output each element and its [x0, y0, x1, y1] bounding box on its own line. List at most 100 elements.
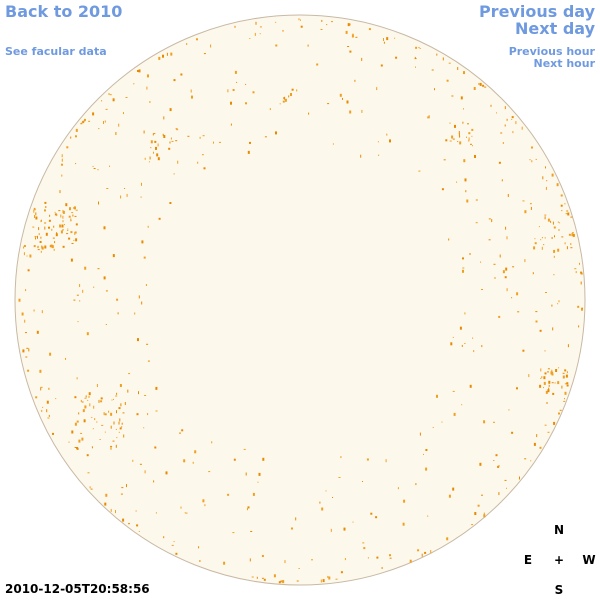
facula	[507, 194, 509, 197]
facula	[223, 561, 226, 565]
facula	[515, 121, 517, 125]
facula	[566, 382, 569, 385]
facula	[83, 120, 86, 122]
facula	[128, 523, 130, 525]
facula	[344, 558, 346, 561]
facula	[76, 447, 79, 450]
facula	[98, 128, 100, 130]
facula	[49, 245, 51, 248]
facula	[548, 380, 551, 384]
facula	[496, 112, 497, 114]
facula	[74, 215, 77, 217]
facula	[70, 218, 72, 222]
facula	[445, 139, 448, 142]
facula	[245, 102, 247, 105]
facula	[119, 427, 122, 430]
back-link[interactable]: Back to 2010	[5, 2, 123, 21]
facula	[481, 289, 483, 290]
facula	[502, 142, 504, 144]
facula	[115, 444, 117, 448]
facula	[475, 199, 478, 201]
facula	[553, 255, 555, 258]
facula	[61, 158, 63, 162]
facula	[234, 25, 236, 28]
facula	[84, 405, 87, 409]
facula	[558, 229, 560, 231]
facula	[516, 292, 519, 296]
facula	[144, 395, 147, 396]
facula	[459, 326, 462, 330]
facula	[65, 203, 68, 207]
facula	[535, 158, 537, 160]
facula	[558, 300, 560, 303]
previous-day-link[interactable]: Previous day	[478, 2, 595, 21]
facula	[557, 303, 559, 305]
facula	[116, 392, 118, 395]
facula	[48, 387, 50, 390]
facula	[104, 120, 106, 123]
facula	[48, 219, 51, 222]
facula	[280, 580, 282, 582]
facula	[504, 276, 507, 279]
facula	[502, 270, 505, 274]
facula	[511, 431, 514, 434]
next-day-link[interactable]: Next day	[515, 19, 595, 38]
facula	[488, 218, 491, 220]
facula	[79, 300, 81, 302]
facula	[197, 161, 199, 164]
facula	[468, 137, 470, 141]
facula	[123, 434, 125, 438]
facula	[65, 357, 66, 360]
facula	[74, 232, 76, 235]
facula	[32, 226, 35, 228]
facula	[498, 315, 501, 318]
facula	[544, 216, 546, 220]
facula	[418, 47, 420, 49]
previous-hour-link[interactable]: Previous hour	[508, 45, 595, 58]
facula	[38, 227, 40, 231]
facula	[311, 559, 313, 561]
facula	[71, 212, 74, 214]
facula	[163, 116, 165, 120]
facula	[561, 385, 563, 389]
facula	[115, 132, 117, 135]
facula	[37, 235, 38, 239]
facula	[469, 384, 472, 388]
facula	[389, 554, 391, 557]
facula	[367, 557, 369, 559]
facular-link[interactable]: See facular data	[5, 45, 107, 58]
facula	[75, 209, 78, 211]
facula	[564, 398, 565, 400]
facula	[554, 382, 556, 384]
facula	[156, 153, 159, 157]
facula	[425, 467, 428, 471]
facula	[504, 106, 506, 110]
facula	[199, 136, 201, 139]
facula	[37, 245, 39, 248]
facula	[154, 140, 157, 143]
facula	[275, 21, 277, 23]
solar-disc	[14, 14, 586, 586]
facula	[105, 290, 108, 292]
facula	[328, 576, 331, 580]
facula	[55, 398, 57, 400]
facula	[192, 461, 194, 464]
facula	[557, 381, 560, 385]
facula	[483, 420, 486, 424]
facula	[68, 215, 71, 218]
facula	[101, 100, 103, 102]
facula	[115, 428, 117, 430]
facula	[169, 202, 172, 204]
facula	[491, 219, 493, 223]
next-hour-link[interactable]: Next hour	[533, 57, 596, 70]
facula	[540, 377, 542, 379]
facula	[88, 392, 91, 396]
facula	[149, 156, 151, 160]
facula	[343, 527, 346, 531]
facula	[110, 445, 113, 447]
facula	[506, 288, 508, 292]
facula	[545, 292, 547, 293]
facula	[61, 154, 63, 158]
facula	[460, 96, 463, 100]
